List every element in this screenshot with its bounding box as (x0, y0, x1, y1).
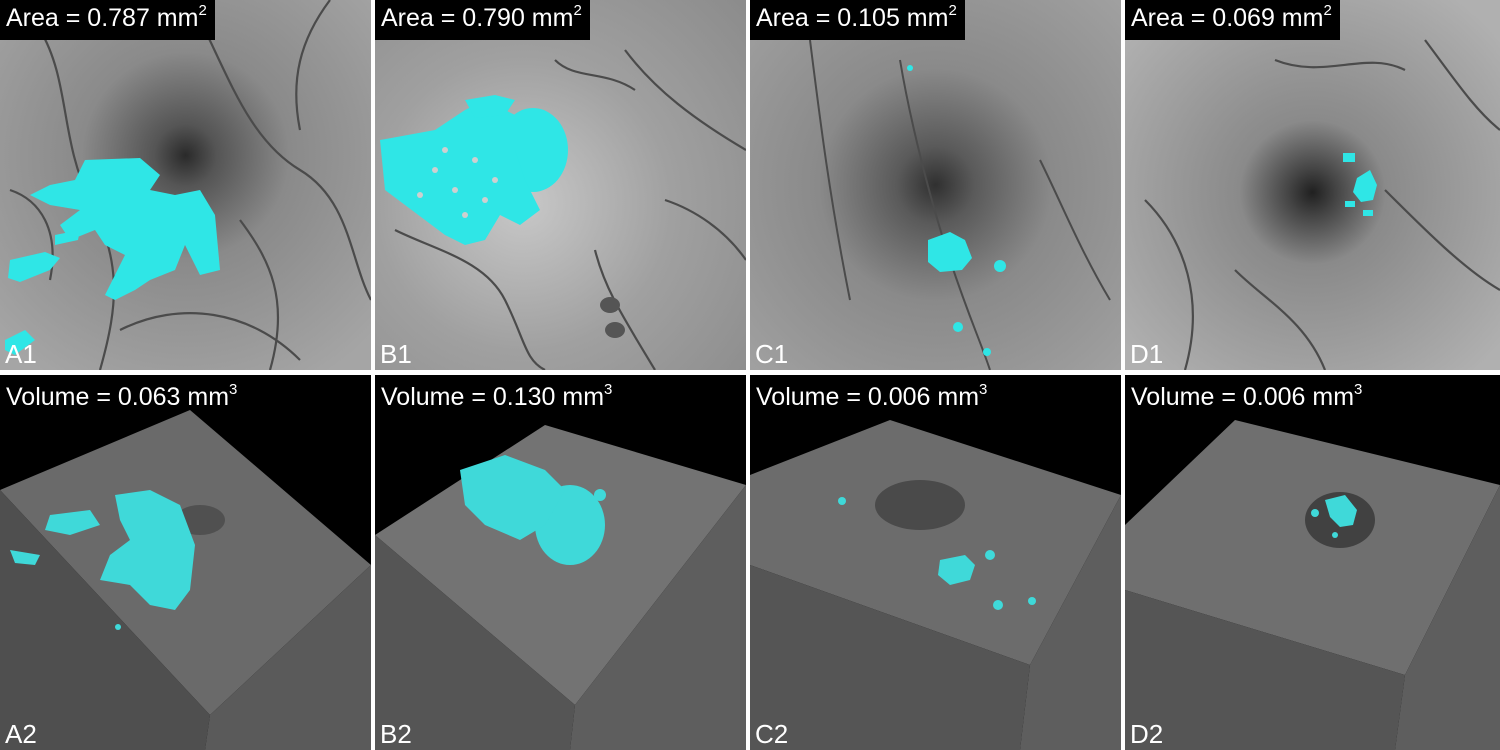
panel-label: A1 (5, 339, 37, 369)
panel-b2-3d: Volume = 0.130 mm3 B2 (375, 375, 746, 750)
panel-b1-fundus: Area = 0.790 mm2 B1 (375, 0, 746, 370)
volume-render-a2 (0, 410, 371, 750)
dark-spots (600, 297, 625, 338)
area-measurement: Area = 0.105 mm2 (750, 0, 965, 40)
fundus-image-b1 (375, 0, 746, 370)
panel-label: D2 (1130, 719, 1164, 749)
area-measurement: Area = 0.790 mm2 (375, 0, 590, 40)
volume-measurement: Volume = 0.006 mm3 (1131, 381, 1363, 411)
fundus-image-c1 (750, 0, 1121, 370)
lesion-overlay (907, 65, 1006, 356)
panel-d1-fundus: Area = 0.069 mm2 D1 (1125, 0, 1500, 370)
panel-label: B2 (380, 719, 412, 749)
panel-d2-3d: Volume = 0.006 mm3 D2 (1125, 375, 1500, 750)
volume-render-b2 (375, 425, 746, 750)
lesion-overlay (1343, 153, 1377, 216)
panel-c1-fundus: Area = 0.105 mm2 C1 (750, 0, 1121, 370)
panel-label: C1 (755, 339, 789, 369)
fundus-image-a1 (0, 0, 371, 370)
area-measurement: Area = 0.787 mm2 (0, 0, 215, 40)
lesion-volume (1311, 495, 1357, 538)
panel-label: D1 (1130, 339, 1164, 369)
volume-measurement: Volume = 0.130 mm3 (381, 381, 613, 411)
lesion-volume (460, 455, 606, 565)
retinal-vessels (9, 0, 371, 370)
panel-a1-fundus: Area = 0.787 mm2 A1 (0, 0, 371, 370)
panel-label: A2 (5, 719, 37, 749)
retinal-vessels (1144, 39, 1500, 370)
panel-a2-3d: Volume = 0.063 mm3 A2 (0, 375, 371, 750)
volume-render-c2 (750, 420, 1121, 750)
panel-c2-3d: Volume = 0.006 mm3 C2 (750, 375, 1121, 750)
lesion-overlay (5, 158, 220, 355)
retinal-vessels (394, 49, 746, 370)
volume-measurement: Volume = 0.006 mm3 (756, 381, 988, 411)
lesion-gaps (417, 147, 498, 218)
area-measurement: Area = 0.069 mm2 (1125, 0, 1340, 40)
volume-render-d2 (1125, 420, 1500, 750)
volume-measurement: Volume = 0.063 mm3 (6, 381, 238, 411)
lesion-volume (838, 497, 1036, 610)
lesion-volume (10, 490, 195, 630)
fundus-image-d1 (1125, 0, 1500, 370)
panel-label: B1 (380, 339, 412, 369)
lesion-overlay (380, 95, 568, 245)
panel-label: C2 (755, 719, 789, 749)
